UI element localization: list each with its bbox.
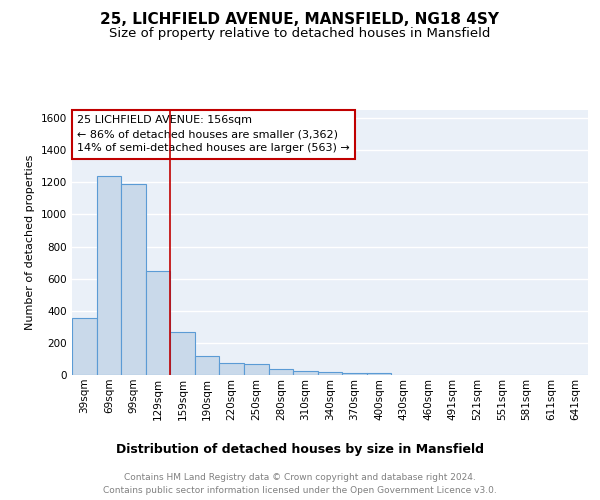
Y-axis label: Number of detached properties: Number of detached properties (25, 155, 35, 330)
Bar (244, 364, 269, 375)
Bar (72, 318, 97, 375)
Bar (121, 184, 146, 375)
Bar (220, 363, 244, 375)
Bar (97, 176, 121, 375)
Bar (367, 372, 391, 375)
Bar (318, 372, 342, 375)
Bar (170, 332, 195, 375)
Text: 25, LICHFIELD AVENUE, MANSFIELD, NG18 4SY: 25, LICHFIELD AVENUE, MANSFIELD, NG18 4S… (101, 12, 499, 28)
Text: Distribution of detached houses by size in Mansfield: Distribution of detached houses by size … (116, 442, 484, 456)
Bar (293, 371, 318, 375)
Text: Size of property relative to detached houses in Mansfield: Size of property relative to detached ho… (109, 28, 491, 40)
Bar (146, 271, 170, 375)
Bar (195, 356, 220, 375)
Text: Contains public sector information licensed under the Open Government Licence v3: Contains public sector information licen… (103, 486, 497, 495)
Text: Contains HM Land Registry data © Crown copyright and database right 2024.: Contains HM Land Registry data © Crown c… (124, 472, 476, 482)
Text: 25 LICHFIELD AVENUE: 156sqm
← 86% of detached houses are smaller (3,362)
14% of : 25 LICHFIELD AVENUE: 156sqm ← 86% of det… (77, 116, 350, 154)
Bar (269, 368, 293, 375)
Bar (342, 372, 367, 375)
